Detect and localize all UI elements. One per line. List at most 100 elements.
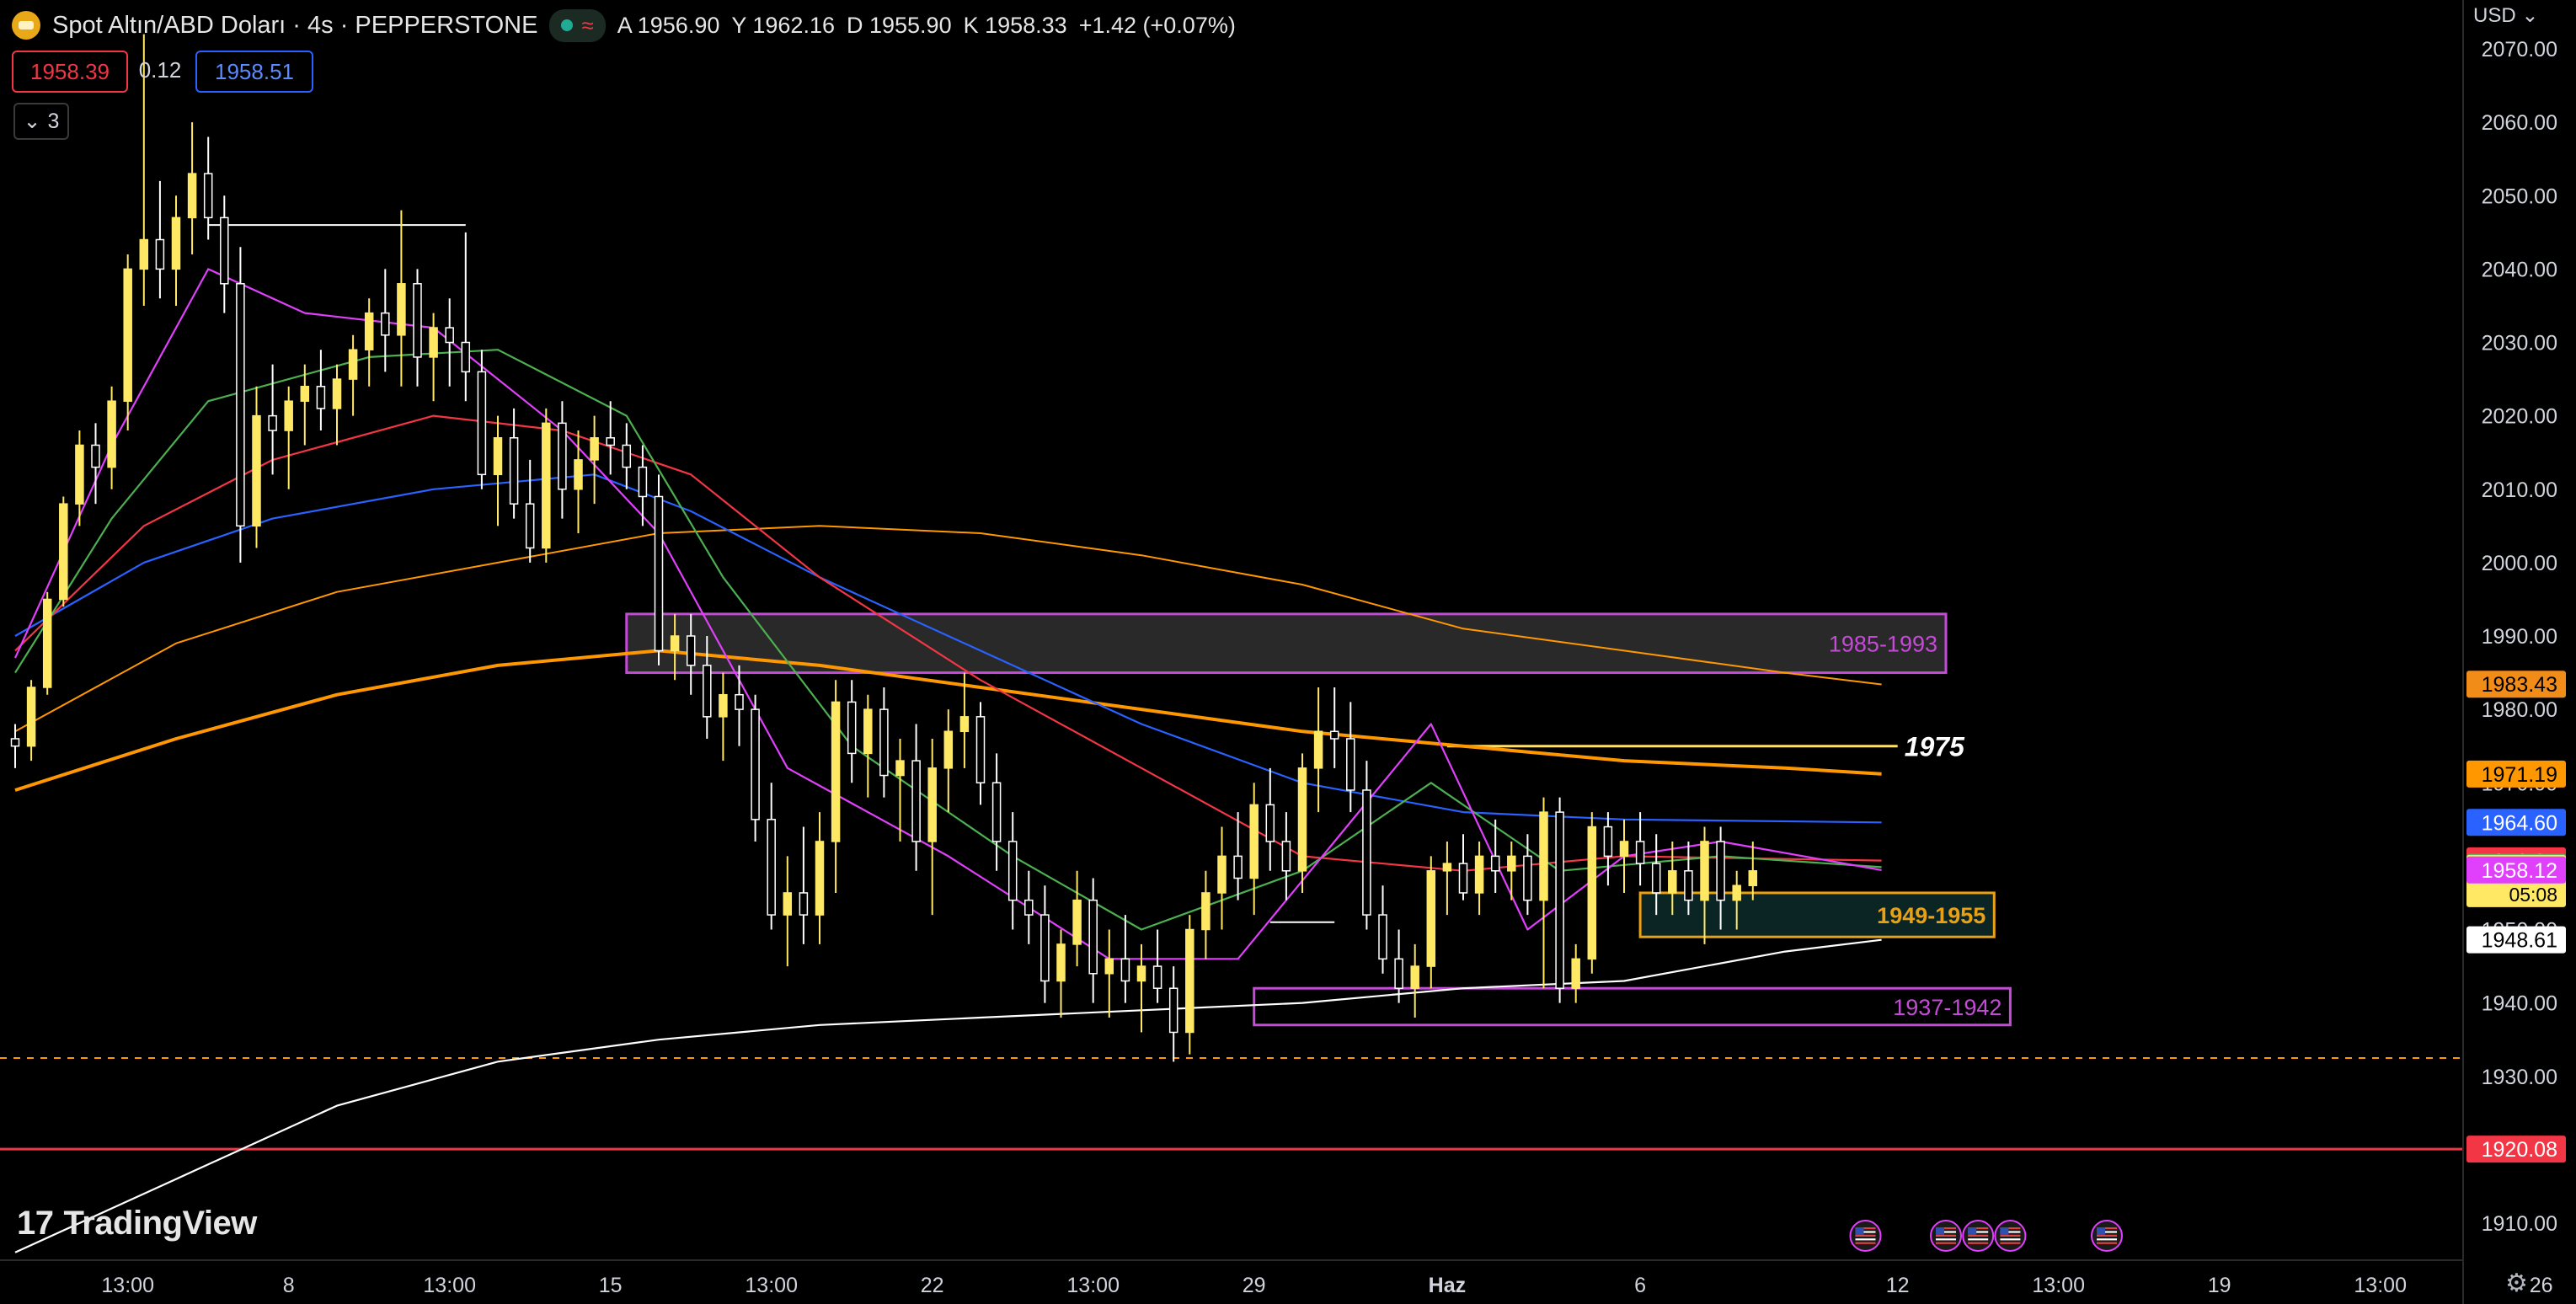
candle — [1474, 841, 1484, 916]
candle-body — [1378, 914, 1387, 960]
candle-body — [1523, 855, 1532, 901]
candle — [59, 496, 68, 607]
candle — [1313, 687, 1323, 813]
us-flag-icon[interactable] — [1994, 1220, 2027, 1252]
ohlc-high: Y 1962.16 — [731, 12, 835, 38]
candle-body — [943, 730, 954, 769]
gold-coin-icon[interactable] — [12, 11, 40, 40]
tradingview-logo[interactable]: 17 TradingView — [17, 1205, 257, 1243]
gear-icon[interactable]: ⚙ — [2505, 1269, 2528, 1297]
time-tick-label: Haz — [1429, 1274, 1466, 1297]
flag-stripe — [2097, 1242, 2117, 1244]
candle — [1394, 929, 1403, 1003]
indicators-count: 3 — [47, 109, 60, 133]
candle — [606, 401, 615, 475]
zone-box-1 — [1638, 891, 1996, 938]
moving-average-0 — [14, 649, 1882, 792]
buy-price-button[interactable]: 1958.51 — [195, 51, 313, 93]
candle-body — [59, 503, 68, 601]
indicators-toggle-button[interactable]: ⌄ 3 — [13, 103, 69, 140]
zone-box-0 — [625, 612, 1948, 675]
candle — [719, 672, 728, 762]
sell-price-button[interactable]: 1958.39 — [12, 51, 128, 93]
candle-body — [220, 216, 229, 285]
price-label-6: 1958.12 — [2482, 859, 2557, 883]
candle — [10, 724, 20, 768]
market-status[interactable]: ≈ — [549, 8, 606, 42]
candle-body — [316, 386, 326, 409]
candle-body — [1265, 804, 1275, 842]
price-tick-label: 2050.00 — [2482, 184, 2557, 208]
candle-body — [670, 635, 680, 652]
candle — [429, 313, 438, 402]
zone-labels-layer: 1985-1993 1949-1955 1937-1942 1975 — [1829, 632, 2002, 1020]
candle-body — [879, 708, 889, 777]
candle — [622, 423, 632, 489]
candle-body — [815, 841, 825, 916]
zone-label-1: 1949-1955 — [1877, 903, 1985, 928]
candle-body — [1152, 965, 1162, 989]
candle-body — [767, 819, 776, 916]
flag-stripe — [1936, 1227, 1956, 1230]
candle — [381, 269, 390, 372]
time-tick-label: 26 — [2530, 1274, 2553, 1297]
price-label-box-2 — [2466, 809, 2566, 836]
price-tick-label: 2060.00 — [2482, 111, 2557, 135]
candle-body — [1024, 899, 1034, 916]
candle — [509, 408, 519, 519]
candle — [1040, 885, 1050, 1003]
zone-box-2 — [1253, 986, 2012, 1027]
candle — [477, 350, 487, 489]
candle — [1024, 870, 1034, 944]
candle — [1732, 870, 1741, 930]
time-tick-label: 22 — [921, 1274, 944, 1297]
candle — [1152, 929, 1162, 1003]
candle-body — [1426, 870, 1436, 967]
candle-body — [1539, 811, 1548, 901]
flag-stripe — [1968, 1227, 1989, 1230]
chevron-down-icon: ⌄ — [23, 110, 41, 133]
candle — [107, 386, 116, 489]
time-tick-label: 8 — [283, 1274, 295, 1297]
candle — [831, 680, 841, 893]
level-label: 1975 — [1905, 732, 1965, 762]
candle-body — [606, 437, 615, 446]
candle — [927, 738, 937, 916]
candle — [1265, 767, 1275, 871]
us-flag-icon[interactable] — [2091, 1220, 2123, 1252]
candle — [1700, 826, 1709, 944]
currency-selector[interactable]: USD ⌄ — [2473, 3, 2538, 28]
price-tick-label: 1980.00 — [2482, 698, 2557, 722]
zone-label-0: 1985-1993 — [1829, 632, 1937, 657]
candle-body — [1217, 855, 1227, 894]
flag-canton — [1968, 1227, 1977, 1235]
us-flag-icon[interactable] — [1849, 1220, 1882, 1252]
candle-body — [1056, 943, 1066, 982]
time-tick-label: 6 — [1634, 1274, 1646, 1297]
candle-body — [1587, 826, 1597, 960]
candle — [1072, 870, 1082, 967]
candle-body — [558, 422, 567, 490]
candle-body — [831, 701, 841, 842]
us-flag-icon[interactable] — [1962, 1220, 1995, 1252]
price-label-2: 1964.60 — [2482, 811, 2557, 835]
candle — [975, 702, 986, 805]
candle — [1217, 826, 1227, 930]
chevron-down-icon: ⌄ — [2521, 4, 2539, 27]
candle — [91, 423, 100, 505]
candle-body — [1088, 899, 1098, 975]
us-flag-icon[interactable] — [1930, 1220, 1962, 1252]
flag-stripe — [1855, 1234, 1876, 1237]
flag-stripe — [1855, 1231, 1876, 1233]
candle-body — [1732, 884, 1741, 901]
candle-body — [1185, 928, 1194, 1034]
candle-body — [1700, 841, 1709, 901]
candle-body — [1249, 804, 1259, 879]
candle-body — [1603, 826, 1613, 858]
symbol-title[interactable]: Spot Altın/ABD Doları · 4s · PEPPERSTONE — [52, 11, 538, 39]
candle — [863, 694, 873, 798]
events-layer[interactable] — [1849, 1220, 2123, 1252]
flag-stripe — [1936, 1238, 1956, 1241]
